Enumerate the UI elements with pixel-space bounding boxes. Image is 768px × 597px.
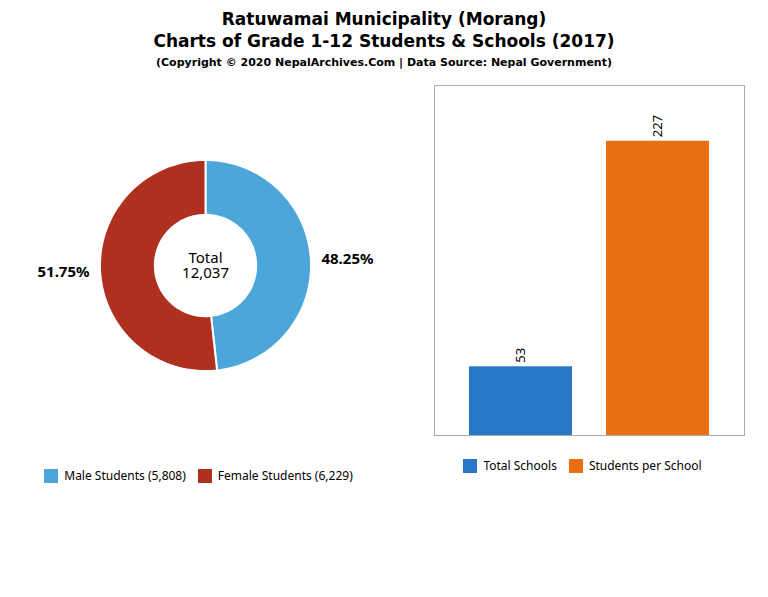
html-text:Total Schools: Total Schools [483,457,557,474]
html-text:Female Students (6,229): Female Students (6,229) [217,467,353,484]
svg-text:53: 53 [511,348,529,363]
html-text:Charts of Grade 1-12 Students: Charts of Grade 1-12 Students & Schools … [153,31,615,51]
svg-text:51.75%: 51.75% [37,261,90,281]
svg-text:48.25%: 48.25% [321,248,374,268]
svg-text:227: 227 [648,115,666,137]
svg-text:Total12,037: Total12,037 [182,247,229,282]
html-text:Male Students (5,808): Male Students (5,808) [64,467,186,484]
html-text:Ratuwamai Municipality (Morang: Ratuwamai Municipality (Morang) [221,9,547,29]
html-text:(Copyright © 2020 NepalArchive: (Copyright © 2020 NepalArchives.Com | Da… [156,56,612,69]
html-text:Students per School: Students per School [588,457,702,474]
